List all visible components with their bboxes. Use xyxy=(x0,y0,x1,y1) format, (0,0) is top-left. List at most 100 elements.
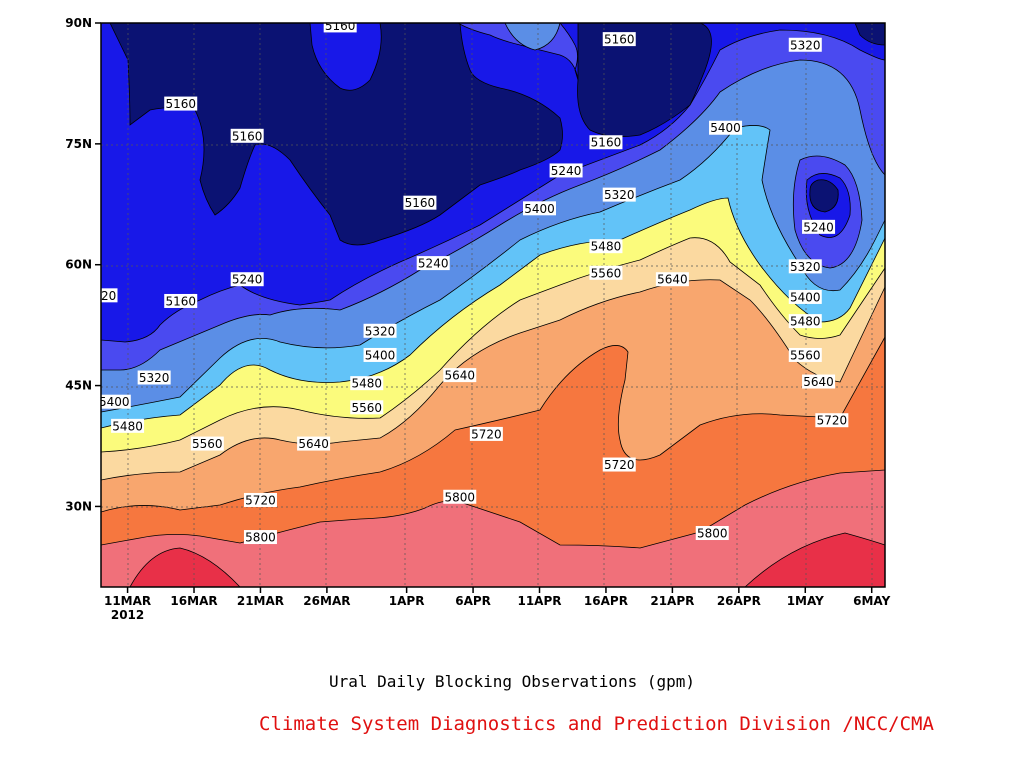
contour-label-background xyxy=(363,323,397,338)
contour-label: 5640 xyxy=(298,437,329,451)
contour-label-background xyxy=(788,259,822,274)
contour-labels: 5160 5160 5320 5160 5160 5400 5160 5240 5320 5160… xyxy=(86,23,849,545)
x-tick-label: 16APR xyxy=(584,594,628,608)
contour-label: 5720 xyxy=(817,414,848,428)
chart-caption: Ural Daily Blocking Observations (gpm) xyxy=(328,672,696,691)
y-tick-label: 90N xyxy=(65,16,92,30)
contour-label: 5320 xyxy=(365,324,396,338)
contour-label: 5320 xyxy=(139,371,170,385)
contour-label: 5800 xyxy=(697,527,728,541)
contour-label: 5320 xyxy=(790,38,821,52)
contour-label: 5400 xyxy=(524,202,555,216)
contour-label-background xyxy=(589,135,623,150)
contour-label-background xyxy=(230,272,264,287)
contour-label: 5400 xyxy=(710,121,741,135)
contour-label-background xyxy=(788,37,822,52)
contour-label-background xyxy=(443,489,477,504)
x-tick-label: 26MAR xyxy=(303,594,350,608)
contour-label-background xyxy=(101,288,118,303)
contour-label-background xyxy=(589,265,623,280)
region-low-north-center xyxy=(577,23,712,138)
contour-label-background xyxy=(602,457,636,472)
contour-label: 5480 xyxy=(790,315,821,329)
contour-label-background xyxy=(602,187,636,202)
contour-label-background xyxy=(788,289,822,304)
contour-label-background xyxy=(523,201,557,216)
contour-label-background xyxy=(350,400,384,415)
x-tick-label: 6MAY xyxy=(853,594,890,608)
contour-label-background xyxy=(190,436,224,451)
x-tick-label: 16MAR xyxy=(170,594,217,608)
contour-label: 5720 xyxy=(471,427,502,441)
contour-label-background xyxy=(416,256,450,271)
contour-label: 5560 xyxy=(351,401,382,415)
contour-label: 5480 xyxy=(591,240,622,254)
contour-label-background xyxy=(350,376,384,391)
contour-label: 5160 xyxy=(405,196,436,210)
contour-label: 5560 xyxy=(591,266,622,280)
contour-label-background xyxy=(802,219,836,234)
contour-label-background xyxy=(230,128,264,143)
grid-lines xyxy=(101,23,885,587)
x-tick-label: 11MAR xyxy=(104,594,151,608)
contour-label-background xyxy=(297,436,331,451)
contour-label: 5160 xyxy=(165,294,196,308)
x-tick-label: 1MAY xyxy=(787,594,824,608)
contour-label: 5320 xyxy=(790,260,821,274)
x-tick-year-label: 2012 xyxy=(111,608,144,622)
band-below-5160 xyxy=(109,23,563,246)
contour-label-background xyxy=(549,163,583,178)
contour-label-background xyxy=(589,239,623,254)
contour-label: 5400 xyxy=(790,290,821,304)
x-tick-label: 21APR xyxy=(650,594,694,608)
contour-label: 5640 xyxy=(445,369,476,383)
contour-label-background xyxy=(788,314,822,329)
contour-label: 5160 xyxy=(591,136,622,150)
contour-label-background xyxy=(602,32,636,47)
contour-label: 5720 xyxy=(245,493,276,507)
contour-label: 5240 xyxy=(551,164,582,178)
contour-label: 5720 xyxy=(604,458,635,472)
contour-label: 5240 xyxy=(803,220,834,234)
contour-label: 5560 xyxy=(790,348,821,362)
contour-label-background xyxy=(403,195,437,210)
contour-label-background xyxy=(164,293,198,308)
contour-label-background xyxy=(655,272,689,287)
contour-label-background xyxy=(164,96,198,111)
x-tick-label: 1APR xyxy=(389,594,425,608)
x-tick-label: 6APR xyxy=(455,594,491,608)
contour-label-background xyxy=(443,368,477,383)
contour-label-background xyxy=(111,418,145,433)
contour-label: 5240 xyxy=(232,273,263,287)
contour-label-background xyxy=(788,347,822,362)
region-5160-north-pocket xyxy=(309,23,382,91)
contour-label: 5640 xyxy=(657,273,688,287)
contour-label: 5160 xyxy=(232,129,263,143)
contour-label: 5480 xyxy=(351,377,382,391)
contour-label-background xyxy=(243,530,277,545)
contour-label: 5160 xyxy=(165,97,196,111)
contour-label-background xyxy=(469,426,503,441)
y-tick-label: 75N xyxy=(65,137,92,151)
y-tick-label: 45N xyxy=(65,379,92,393)
contour-label: 5400 xyxy=(99,395,130,409)
plot-area: 5160 5160 5320 5160 5160 5400 5160 5240 5320 5160… xyxy=(86,23,885,587)
contour-label: 5800 xyxy=(245,531,276,545)
contour-label-background xyxy=(243,492,277,507)
contour-label-background xyxy=(709,120,743,135)
contour-label: 5320 xyxy=(604,188,635,202)
contour-label-background xyxy=(101,394,131,409)
y-axis: 30N 45N 60N 75N 90N xyxy=(65,16,101,513)
contour-label-background xyxy=(815,413,849,428)
contour-label-background xyxy=(363,347,397,362)
y-tick-label: 30N xyxy=(65,499,92,513)
contour-label: 5240 xyxy=(418,257,449,271)
contour-label: 5640 xyxy=(803,375,834,389)
plot-frame xyxy=(100,22,886,588)
contour-label: 5400 xyxy=(365,348,396,362)
contour-label: 5320 xyxy=(86,289,117,303)
x-tick-label: 26APR xyxy=(717,594,761,608)
contour-label-background xyxy=(695,526,729,541)
contour-label-background xyxy=(323,23,357,33)
